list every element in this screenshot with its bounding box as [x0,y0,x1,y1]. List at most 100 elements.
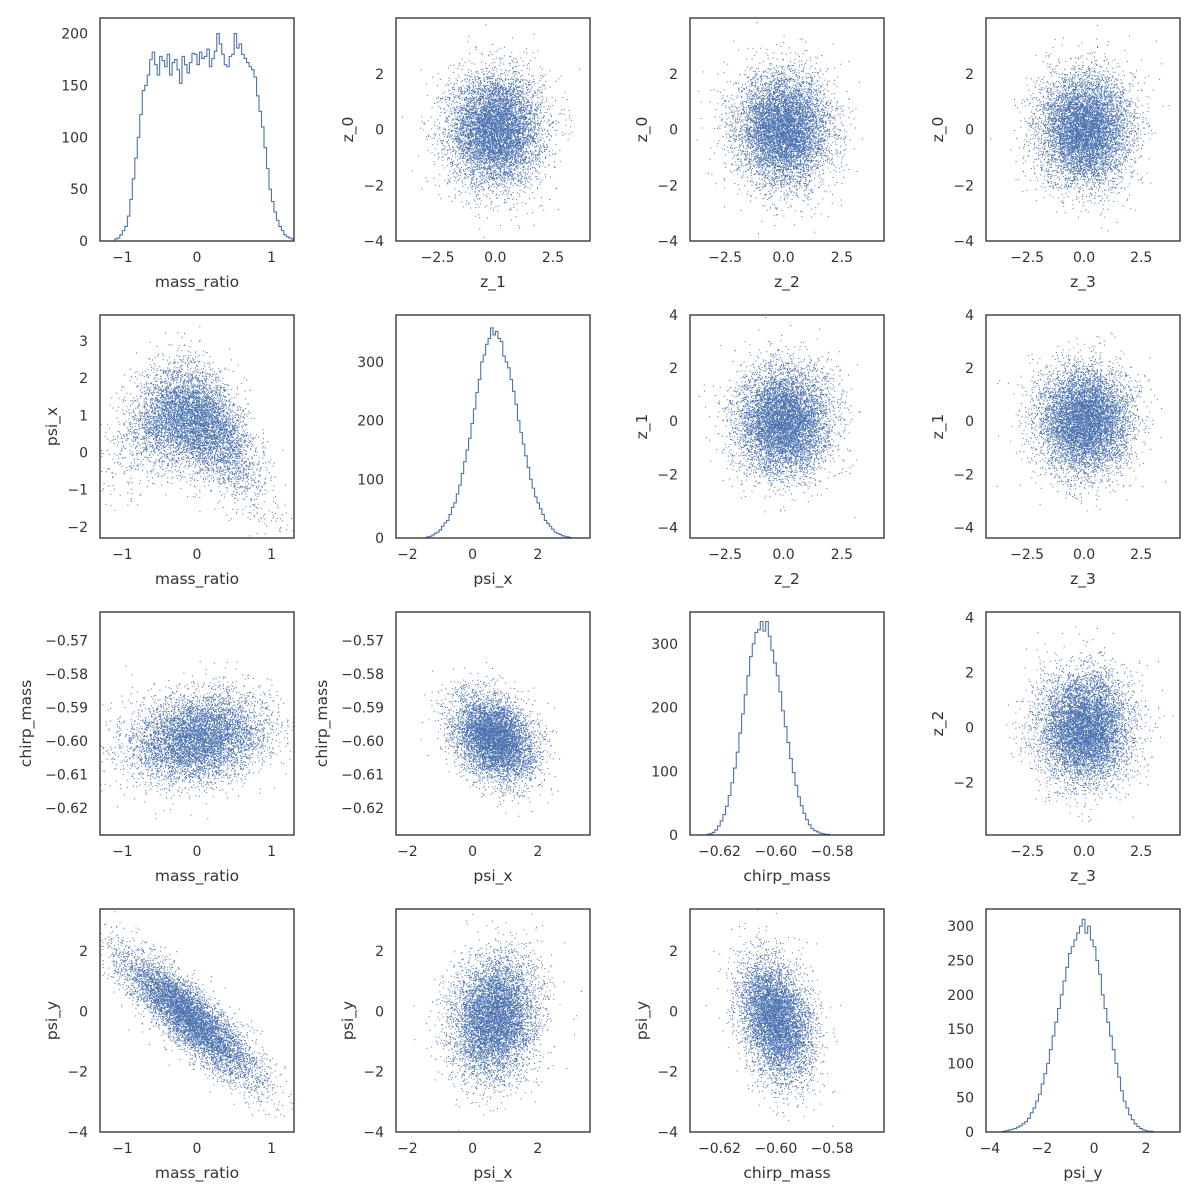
scatter-point [503,73,504,74]
scatter-point [471,71,472,72]
scatter-point [554,161,555,162]
scatter-point [471,73,472,74]
scatter-point [504,85,505,86]
scatter-point [511,176,512,177]
scatter-point [475,111,476,112]
scatter-point [516,113,517,114]
scatter-point [526,53,527,54]
scatter-point [518,65,519,66]
scatter-point [496,115,497,116]
scatter-point [449,136,450,137]
scatter-point [443,97,444,98]
scatter-point [491,130,492,131]
scatter-point [425,177,426,178]
scatter-point [487,73,488,74]
scatter-point [452,165,453,166]
scatter-point [535,104,536,105]
scatter-point [464,178,465,179]
scatter-point [515,127,516,128]
scatter-point [566,120,567,121]
scatter-point [477,82,478,83]
scatter-point [510,84,511,85]
scatter-point [475,186,476,187]
scatter-point [448,90,449,91]
scatter-point [522,112,523,113]
scatter-point [428,136,429,137]
scatter-point [459,163,460,164]
scatter-point [520,140,521,141]
scatter-point [525,173,526,174]
scatter-point [524,103,525,104]
scatter-point [503,132,504,133]
scatter-point [473,85,474,86]
scatter-point [482,54,483,55]
scatter-point [522,99,523,100]
scatter-point [508,79,509,80]
scatter-point [455,136,456,137]
scatter-point [545,74,546,75]
scatter-point [538,127,539,128]
scatter-point [466,122,467,123]
scatter-point [510,208,511,209]
scatter-point [442,165,443,166]
scatter-point [460,115,461,116]
scatter-point [491,107,492,108]
scatter-point [451,159,452,160]
scatter-point [537,51,538,52]
scatter-point [469,133,470,134]
scatter-point [485,158,486,159]
scatter-point [518,180,519,181]
scatter-point [515,81,516,82]
scatter-point [483,111,484,112]
scatter-point [540,102,541,103]
scatter-point [522,92,523,93]
scatter-point [509,56,510,57]
scatter-point [529,162,530,163]
scatter-point [530,150,531,151]
scatter-point [550,124,551,125]
scatter-point [460,90,461,91]
scatter-point [452,111,453,112]
scatter-point [460,146,461,147]
scatter-point [483,188,484,189]
scatter-point [452,124,453,125]
scatter-point [474,103,475,104]
scatter-point [447,121,448,122]
scatter-point [504,82,505,83]
scatter-point [541,147,542,148]
scatter-point [452,87,453,88]
scatter-point [530,84,531,85]
scatter-point [465,110,466,111]
scatter-point [552,127,553,128]
scatter-point [509,155,510,156]
scatter-point [520,115,521,116]
scatter-point [451,134,452,135]
scatter-point [447,159,448,160]
scatter-point [453,161,454,162]
scatter-point [485,95,486,96]
scatter-point [458,120,459,121]
scatter-point [450,171,451,172]
scatter-point [452,92,453,93]
scatter-point [459,130,460,131]
scatter-point [423,123,424,124]
scatter-point [514,97,515,98]
scatter-point [513,185,514,186]
scatter-point [489,98,490,99]
scatter-point [538,154,539,155]
scatter-point [480,138,481,139]
scatter-point [448,140,449,141]
scatter-point [509,89,510,90]
scatter-point [503,91,504,92]
scatter-point [475,174,476,175]
scatter-point [536,133,537,134]
scatter-point [478,184,479,185]
scatter-point [489,86,490,87]
scatter-point [463,161,464,162]
scatter-point [502,151,503,152]
scatter-point [495,126,496,127]
scatter-point [472,160,473,161]
scatter-point [565,133,566,134]
scatter-point [470,100,471,101]
scatter-point [468,170,469,171]
